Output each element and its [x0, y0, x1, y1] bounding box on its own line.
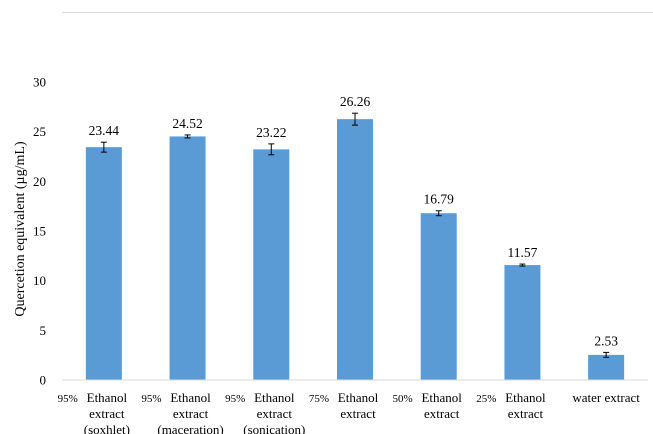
bar: [169, 136, 206, 380]
x-category-prefix: 75%: [309, 393, 329, 405]
x-category-label: water extract: [572, 390, 640, 405]
x-category-line: Ethanol: [87, 390, 128, 405]
x-category-line: (sonication): [243, 422, 305, 434]
x-category-prefix: 50%: [393, 393, 413, 405]
x-category-line: water extract: [572, 390, 640, 405]
data-label: 11.57: [507, 245, 537, 260]
bar: [85, 147, 122, 380]
x-category-line: (maceration): [157, 422, 223, 434]
x-category-line: Ethanol: [338, 390, 379, 405]
y-tick-label: 5: [40, 323, 47, 338]
y-tick-label: 25: [33, 124, 46, 139]
x-category-line: (soxhlet): [84, 422, 130, 434]
y-axis: 0 5 10 15 20 25 30: [33, 75, 46, 388]
bar: [337, 119, 373, 380]
x-category-line: Ethanol: [421, 390, 462, 405]
y-tick-label: 10: [33, 273, 46, 288]
x-category-line: extract: [173, 406, 209, 421]
bars: 23.44 24.52 23.22 26.26 16.79 11.57 2.53: [85, 94, 625, 380]
x-category-line: Ethanol: [170, 390, 211, 405]
bar: [253, 149, 290, 380]
data-label: 24.52: [172, 116, 202, 131]
y-tick-label: 15: [33, 224, 46, 239]
x-category-line: extract: [424, 406, 460, 421]
bar: [420, 213, 457, 380]
x-category-prefix: 25%: [476, 393, 496, 405]
data-label: 23.44: [89, 123, 120, 138]
y-tick-label: 20: [33, 174, 46, 189]
data-label: 23.22: [256, 125, 286, 140]
data-label: 2.53: [594, 333, 618, 348]
x-category-prefix: 95%: [141, 393, 161, 405]
x-category-prefix: 95%: [225, 393, 245, 405]
x-category-line: extract: [508, 406, 544, 421]
bar: [504, 265, 541, 380]
x-category-line: extract: [89, 406, 125, 421]
y-tick-label: 0: [40, 373, 47, 388]
y-axis-label: Quercetion equivalent (µg/mL): [13, 141, 28, 317]
data-label: 26.26: [340, 94, 371, 109]
x-category-prefix: 95%: [58, 393, 78, 405]
top-divider: [62, 12, 653, 13]
x-category-line: Ethanol: [254, 390, 295, 405]
y-tick-label: 30: [33, 75, 46, 90]
bar: [588, 354, 625, 380]
x-category-line: extract: [340, 406, 376, 421]
x-category-line: extract: [257, 406, 293, 421]
data-label: 16.79: [424, 192, 455, 207]
x-category-line: Ethanol: [505, 390, 546, 405]
